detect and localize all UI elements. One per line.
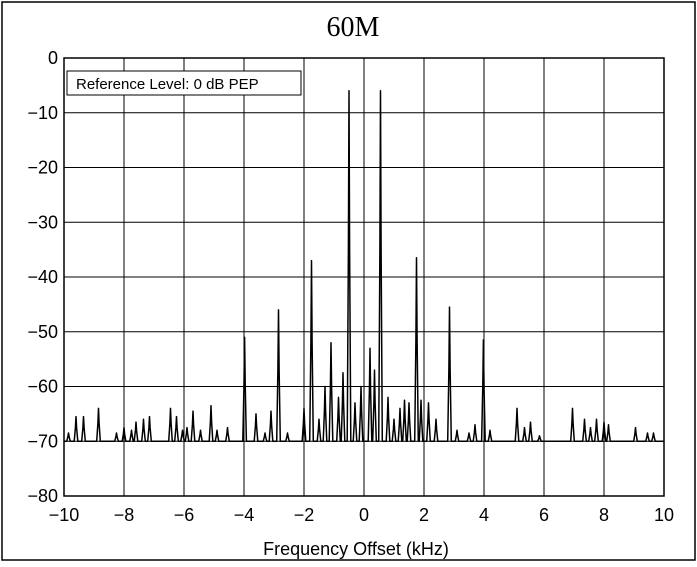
x-axis-ticks: −10 −8 −6 −4 −2 0 2 4 6 8 10 <box>49 505 674 525</box>
x-axis-label: Frequency Offset (kHz) <box>263 539 449 559</box>
x-tick-label: −4 <box>234 505 255 525</box>
x-tick-label: 8 <box>599 505 609 525</box>
y-tick-label: −50 <box>27 322 58 342</box>
y-tick-label: −40 <box>27 267 58 287</box>
spectrum-line <box>64 90 664 443</box>
chart-title: 60M <box>327 12 380 43</box>
x-tick-label: −8 <box>114 505 135 525</box>
x-tick-label: 2 <box>419 505 429 525</box>
plot-border <box>63 57 665 497</box>
x-tick-label: −6 <box>174 505 195 525</box>
reference-level-box: Reference Level: 0 dB PEP <box>66 70 302 96</box>
x-tick-label: 0 <box>359 505 369 525</box>
y-tick-label: −80 <box>27 486 58 506</box>
y-tick-label: 0 <box>48 48 58 68</box>
y-axis-ticks: 0 −10 −20 −30 −40 −50 −60 −70 −80 <box>27 48 58 506</box>
y-tick-label: −30 <box>27 212 58 232</box>
y-tick-label: −10 <box>27 103 58 123</box>
x-tick-label: 10 <box>654 505 674 525</box>
y-tick-label: −70 <box>27 431 58 451</box>
x-tick-label: −2 <box>294 505 315 525</box>
y-tick-label: −60 <box>27 377 58 397</box>
y-tick-label: −20 <box>27 158 58 178</box>
x-tick-label: −10 <box>49 505 80 525</box>
reference-level-label: Reference Level: 0 dB PEP <box>76 76 259 93</box>
x-tick-label: 4 <box>479 505 489 525</box>
x-tick-label: 6 <box>539 505 549 525</box>
